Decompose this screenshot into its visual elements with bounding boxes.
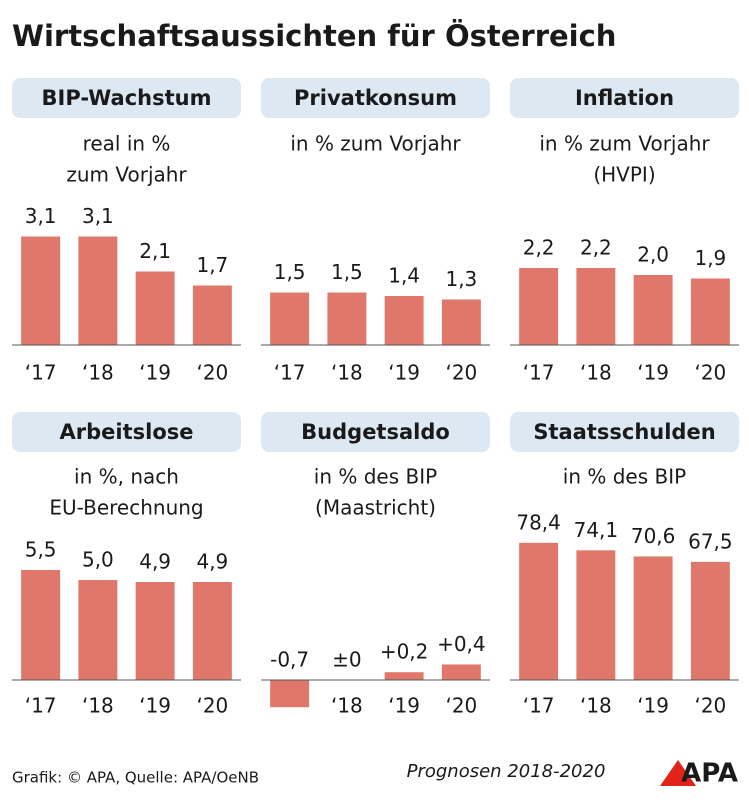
value-label: 1,5 [331,260,363,284]
panel-header [12,412,241,452]
x-tick-label: ‘20 [694,361,726,385]
bar [270,680,310,708]
logo: APA [681,759,738,789]
x-tick-label: ‘17 [25,361,57,385]
bar [135,582,175,680]
bar [78,236,118,345]
bar [519,542,559,680]
bar [690,278,730,345]
panel-title: Budgetsaldo [301,420,450,444]
x-tick-label: ‘17 [523,694,555,718]
bar [21,570,61,680]
bar [78,580,118,680]
panel-title: Staatsschulden [533,420,715,444]
bar [576,268,616,345]
panel-subtitle: real in % [83,132,171,156]
note: Prognosen 2018-2020 [407,761,606,782]
x-tick-label: ‘18 [82,361,114,385]
panel-subtitle: in % des BIP [314,465,437,489]
x-tick-label: ‘19 [388,694,420,718]
value-label: 1,4 [388,264,420,288]
panel-title: Inflation [575,86,674,110]
bar [327,292,367,345]
value-label: 1,5 [274,260,306,284]
bar [21,236,61,345]
value-label: 78,4 [516,510,561,534]
value-label: 3,1 [25,204,57,228]
panel-subtitle: in % zum Vorjahr [290,132,461,156]
panel-title: Arbeitslose [60,420,194,444]
value-label: 2,1 [139,239,171,263]
x-tick-label: ‘18 [331,694,363,718]
bar [633,556,673,680]
panel-header [12,78,241,118]
x-tick-label: ‘20 [196,694,228,718]
value-label: 1,7 [196,253,228,277]
panel-subtitle: in % zum Vorjahr [539,132,710,156]
value-label: 5,0 [82,548,114,572]
value-label: 2,2 [580,236,612,260]
x-tick-label: ‘19 [637,694,669,718]
value-label: 70,6 [631,524,676,548]
x-tick-label: ‘17 [523,361,555,385]
bar [192,582,232,680]
value-label: 4,9 [196,550,228,574]
x-tick-label: ‘17 [25,694,57,718]
value-label: 74,1 [574,518,619,542]
logo-mark [660,760,696,786]
x-tick-label: ‘18 [82,694,114,718]
panel-subtitle: in % des BIP [563,465,686,489]
panel-title: BIP-Wachstum [42,86,212,110]
value-label: 5,5 [25,538,57,562]
bar [519,268,559,345]
value-label: ±0 [332,648,361,672]
x-tick-label: ‘19 [388,361,420,385]
x-tick-label: ‘20 [445,361,477,385]
panel-header [510,78,739,118]
bar [135,271,175,345]
page-title: Wirtschaftsaussichten für Österreich [12,19,616,53]
value-label: 67,5 [688,529,733,553]
value-label: 2,2 [523,236,555,260]
value-label: 4,9 [139,550,171,574]
x-tick-label: ‘18 [580,361,612,385]
panel-subtitle: (HVPI) [593,163,655,187]
x-tick-label: ‘20 [445,694,477,718]
value-label: 1,3 [445,267,477,291]
panel-subtitle: EU-Berechnung [49,496,203,520]
bar [192,285,232,345]
bar [576,550,616,680]
value-label: 2,0 [637,243,669,267]
panel-header [510,412,739,452]
value-label: +0,4 [437,632,486,656]
value-label: 3,1 [82,204,114,228]
bar [690,561,730,680]
x-tick-label: ‘19 [139,361,171,385]
panel-subtitle: (Maastricht) [315,496,436,520]
x-tick-label: ‘19 [637,361,669,385]
panel-header [261,412,490,452]
panel-header [261,78,490,118]
bar [384,296,424,345]
value-label: -0,7 [270,648,309,672]
bar [384,672,424,680]
x-tick-label: ‘20 [694,694,726,718]
panel-title: Privatkonsum [294,86,457,110]
bar [633,275,673,345]
bar [270,292,310,345]
x-tick-label: ‘20 [196,361,228,385]
x-tick-label: ‘18 [331,361,363,385]
panel-subtitle: zum Vorjahr [66,163,187,187]
x-tick-label: ‘19 [139,694,171,718]
value-label: +0,2 [380,640,429,664]
bar [441,664,481,680]
bar [441,299,481,345]
x-tick-label: ‘17 [274,361,306,385]
value-label: 1,9 [694,246,726,270]
x-tick-label: ‘18 [580,694,612,718]
panel-subtitle: in %, nach [74,465,179,489]
source: Grafik: © APA, Quelle: APA/OeNB [12,769,259,787]
